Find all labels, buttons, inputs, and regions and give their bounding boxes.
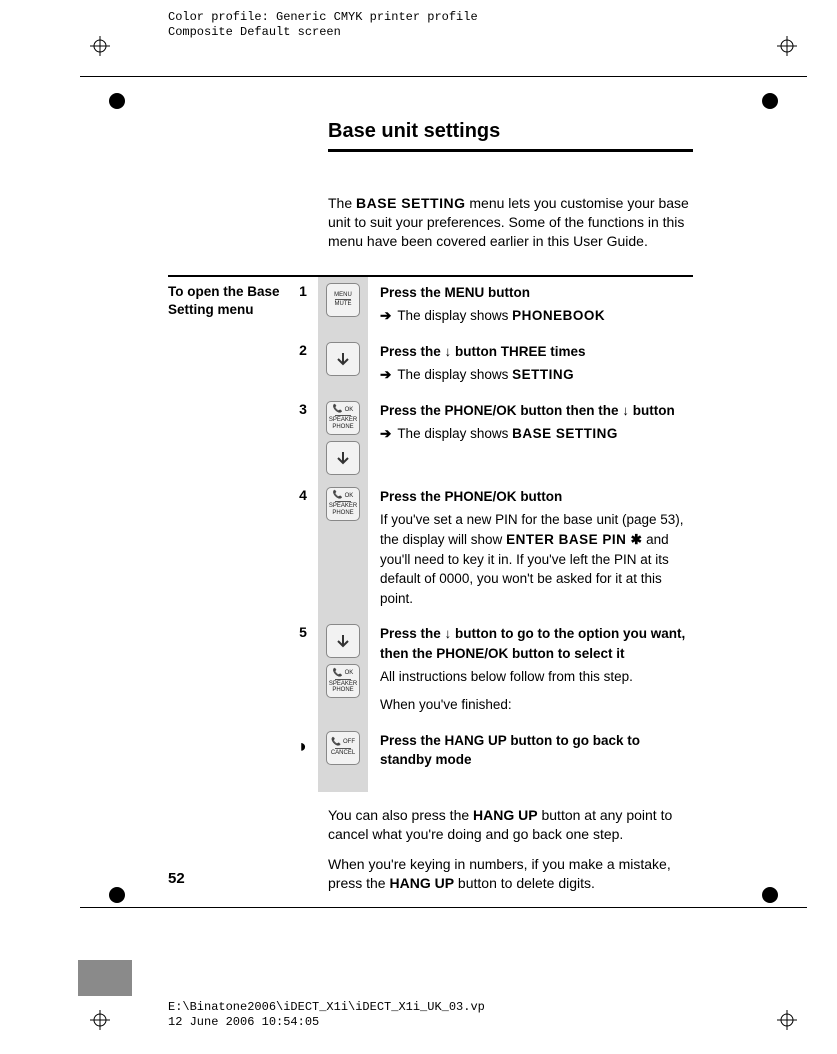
thumb-tab (78, 960, 132, 996)
t: HANG UP (445, 733, 507, 748)
registration-mark-icon (777, 36, 797, 56)
registration-mark-icon (90, 36, 110, 56)
menu-button-icon: MENU MUTE (326, 283, 360, 317)
t: All instructions below follow from this … (380, 667, 693, 687)
t: button to select it (508, 646, 624, 661)
down-button-icon (326, 624, 360, 658)
end-bullet-icon: ◗ (288, 731, 318, 755)
t: PHONEBOOK (512, 308, 605, 323)
intro-paragraph: The BASE SETTING menu lets you customise… (328, 194, 693, 251)
steps-block: To open the Base Setting menu 1 MENU MUT… (168, 275, 693, 792)
step-number: 1 (288, 283, 318, 299)
composite-line: Composite Default screen (168, 25, 478, 40)
crop-dot-icon (761, 92, 779, 110)
page-title: Base unit settings (328, 120, 693, 149)
t: ENTER BASE PIN ✱ (506, 532, 642, 547)
t: You can also press the (328, 807, 473, 823)
t: Press the (380, 733, 445, 748)
t: HANG UP (473, 807, 538, 823)
t: The display shows (397, 367, 512, 382)
phone-ok-button-icon: 📞OK SPEAKER PHONE (326, 401, 360, 435)
icon-label: OK (345, 670, 354, 677)
page-content: Base unit settings The BASE SETTING menu… (168, 120, 693, 904)
t: PHONE/OK (436, 646, 508, 661)
crop-dot-icon (108, 92, 126, 110)
crop-dot-icon (761, 886, 779, 904)
t: Press the (380, 489, 445, 504)
step-text: Press the PHONE/OK button If you've set … (368, 481, 693, 618)
step-icon-col: 📞OK SPEAKER PHONE (318, 395, 368, 481)
t: button (629, 403, 675, 418)
footer-date: 12 June 2006 10:54:05 (168, 1015, 485, 1030)
step-text: Press the MENU button The display shows … (368, 277, 693, 336)
step-text: Press the ↓ button THREE times The displ… (368, 336, 693, 395)
step-icon-col (318, 336, 368, 395)
step-icon-col: 📞OK SPEAKER PHONE (318, 481, 368, 618)
icon-label: CANCEL (331, 750, 355, 757)
color-profile-line: Color profile: Generic CMYK printer prof… (168, 10, 478, 25)
registration-mark-icon (777, 1010, 797, 1030)
t: Press the (380, 285, 445, 300)
down-button-icon (326, 342, 360, 376)
registration-mark-icon (90, 1010, 110, 1030)
phone-ok-button-icon: 📞OK SPEAKER PHONE (326, 664, 360, 698)
icon-label: MUTE (335, 301, 352, 308)
print-header-meta: Color profile: Generic CMYK printer prof… (168, 10, 478, 40)
title-rule (328, 149, 693, 152)
t: Press the (380, 626, 445, 641)
t: The display shows (397, 308, 512, 323)
title-block: Base unit settings (328, 120, 693, 152)
step-icon-col: 📞OK SPEAKER PHONE (318, 618, 368, 724)
phone-ok-button-icon: 📞OK SPEAKER PHONE (326, 487, 360, 521)
step-number: 4 (288, 487, 318, 503)
step-number: 3 (288, 401, 318, 417)
icon-label: SPEAKER PHONE (327, 417, 359, 430)
t: When you've finished: (380, 695, 693, 715)
t: The display shows (397, 426, 512, 441)
print-footer-meta: E:\Binatone2006\iDECT_X1i\iDECT_X1i_UK_0… (168, 1000, 485, 1030)
page-number: 52 (168, 870, 185, 887)
hangup-button-icon: 📞OFF CANCEL (326, 731, 360, 765)
t: button THREE times (451, 344, 585, 359)
step-text: Press the PHONE/OK button then the ↓ but… (368, 395, 693, 481)
footer-path: E:\Binatone2006\iDECT_X1i\iDECT_X1i_UK_0… (168, 1000, 485, 1015)
t: button (517, 489, 563, 504)
t: PHONE/OK (445, 403, 517, 418)
step-number: 5 (288, 624, 318, 640)
t: PHONE/OK (445, 489, 517, 504)
t: button then the (517, 403, 623, 418)
icon-label: SPEAKER PHONE (327, 681, 359, 694)
t: button (484, 285, 530, 300)
t: BASE SETTING (512, 426, 618, 441)
step-number: 2 (288, 342, 318, 358)
t: button to delete digits. (454, 875, 595, 891)
left-label: To open the Base Setting menu (168, 277, 288, 395)
crop-line (80, 907, 807, 908)
icon-label: SPEAKER PHONE (327, 503, 359, 516)
icon-label: OFF (343, 739, 355, 746)
t: MENU (445, 285, 485, 300)
t: HANG UP (389, 875, 454, 891)
step-text: Press the ↓ button to go to the option y… (368, 618, 693, 724)
intro-lcd: BASE SETTING (356, 195, 465, 211)
step-icon-col: MENU MUTE (318, 277, 368, 336)
crop-line (80, 76, 807, 77)
step-icon-col: 📞OFF CANCEL (318, 725, 368, 780)
icon-label: OK (345, 493, 354, 500)
t: SETTING (512, 367, 574, 382)
crop-dot-icon (108, 886, 126, 904)
intro-pre: The (328, 195, 356, 211)
icon-label: MENU (334, 292, 352, 299)
step-text: Press the HANG UP button to go back to s… (368, 725, 693, 780)
down-button-icon (326, 441, 360, 475)
after-steps: You can also press the HANG UP button at… (328, 806, 693, 894)
t: Press the (380, 403, 445, 418)
t: Press the (380, 344, 445, 359)
icon-label: OK (345, 407, 354, 414)
